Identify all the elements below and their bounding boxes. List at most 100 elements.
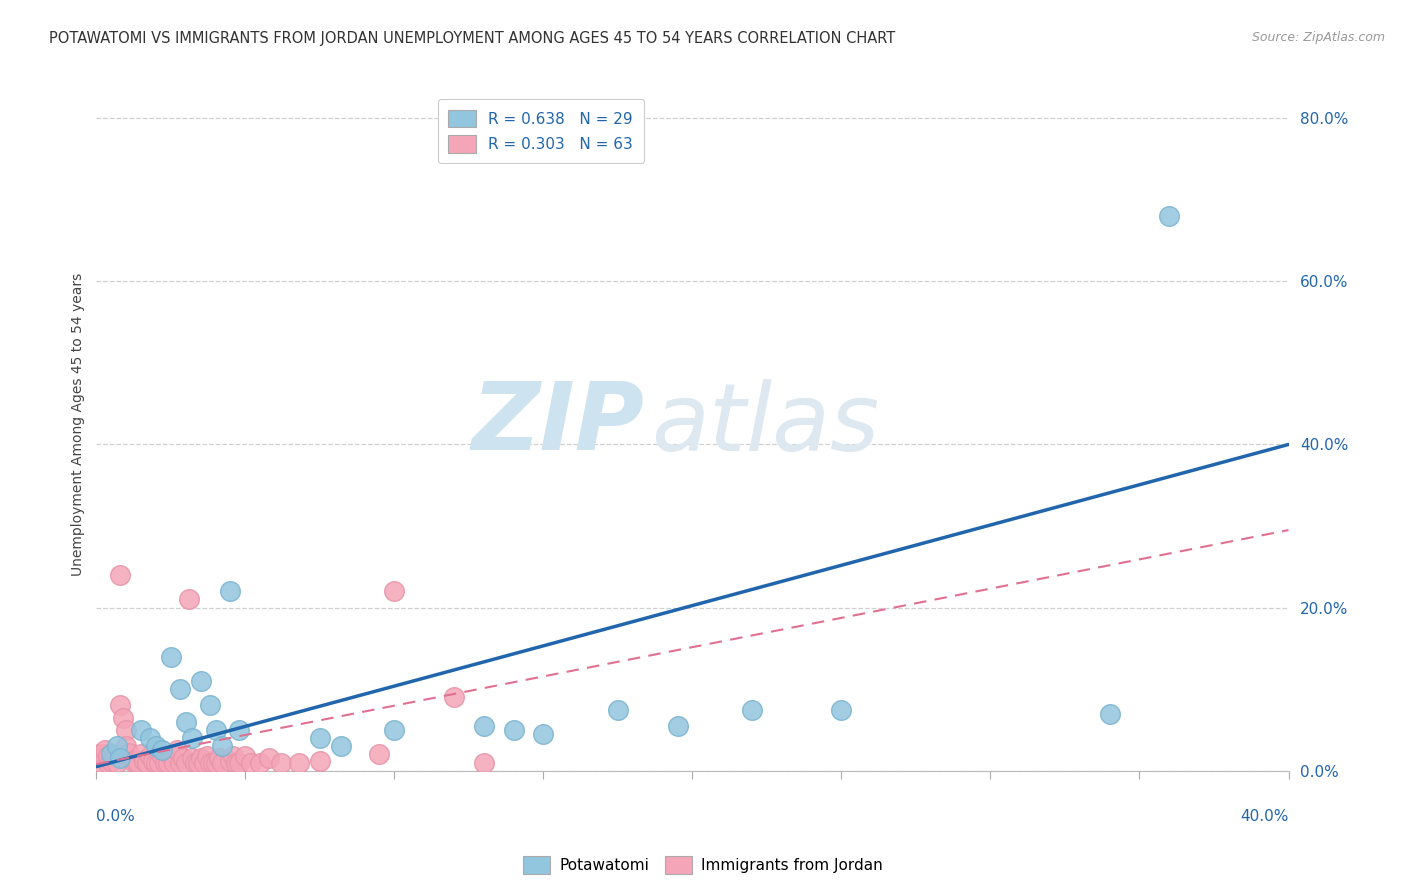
Point <box>150 743 173 757</box>
Point <box>211 739 233 754</box>
Point <box>531 727 554 741</box>
Point <box>139 731 162 745</box>
Point <box>118 746 141 760</box>
Point <box>177 592 200 607</box>
Point <box>288 756 311 770</box>
Legend: Potawatomi, Immigrants from Jordan: Potawatomi, Immigrants from Jordan <box>517 850 889 880</box>
Text: ZIP: ZIP <box>472 378 645 470</box>
Point <box>103 749 125 764</box>
Text: 40.0%: 40.0% <box>1240 809 1288 824</box>
Point <box>153 756 176 770</box>
Point <box>472 719 495 733</box>
Point <box>309 754 332 768</box>
Point <box>257 751 280 765</box>
Point <box>195 749 218 764</box>
Point <box>129 723 152 737</box>
Point <box>127 756 149 770</box>
Point <box>235 749 257 764</box>
Point <box>384 584 406 599</box>
Point <box>180 731 202 745</box>
Point <box>169 756 191 770</box>
Point <box>201 756 224 770</box>
Point <box>172 751 194 765</box>
Legend: R = 0.638   N = 29, R = 0.303   N = 63: R = 0.638 N = 29, R = 0.303 N = 63 <box>437 99 644 163</box>
Point <box>219 754 242 768</box>
Point <box>163 756 186 770</box>
Point <box>741 702 763 716</box>
Y-axis label: Unemployment Among Ages 45 to 54 years: Unemployment Among Ages 45 to 54 years <box>72 272 86 575</box>
Point <box>174 756 197 770</box>
Point <box>472 756 495 770</box>
Point <box>105 756 128 770</box>
Text: Source: ZipAtlas.com: Source: ZipAtlas.com <box>1251 31 1385 45</box>
Point <box>384 723 406 737</box>
Point <box>100 754 122 768</box>
Point <box>94 747 117 762</box>
Point <box>94 751 117 765</box>
Point <box>198 698 221 713</box>
Point <box>108 568 131 582</box>
Point <box>502 723 524 737</box>
Point <box>222 749 245 764</box>
Point <box>166 743 188 757</box>
Point <box>169 682 191 697</box>
Point <box>142 754 165 768</box>
Point <box>100 747 122 762</box>
Point <box>91 756 114 770</box>
Point <box>666 719 689 733</box>
Point <box>94 743 117 757</box>
Point <box>129 747 152 762</box>
Point <box>190 751 212 765</box>
Point <box>108 698 131 713</box>
Point <box>204 723 226 737</box>
Point <box>219 584 242 599</box>
Point <box>150 749 173 764</box>
Point <box>1098 706 1121 721</box>
Text: POTAWATOMI VS IMMIGRANTS FROM JORDAN UNEMPLOYMENT AMONG AGES 45 TO 54 YEARS CORR: POTAWATOMI VS IMMIGRANTS FROM JORDAN UNE… <box>49 31 896 46</box>
Point <box>148 756 170 770</box>
Point <box>443 690 465 705</box>
Point <box>97 756 120 770</box>
Point <box>309 731 332 745</box>
Point <box>89 747 111 762</box>
Point <box>91 751 114 765</box>
Point <box>225 756 247 770</box>
Point <box>115 723 138 737</box>
Point <box>606 702 628 716</box>
Point <box>108 751 131 765</box>
Point <box>124 754 146 768</box>
Point <box>198 756 221 770</box>
Point <box>145 756 167 770</box>
Point <box>139 749 162 764</box>
Text: atlas: atlas <box>651 378 879 469</box>
Point <box>105 739 128 754</box>
Point <box>180 751 202 765</box>
Point <box>329 739 352 754</box>
Point <box>270 756 292 770</box>
Point <box>190 673 212 688</box>
Point <box>1159 209 1181 223</box>
Point <box>211 756 233 770</box>
Point <box>183 756 205 770</box>
Point <box>160 749 183 764</box>
Point <box>160 649 183 664</box>
Point <box>115 739 138 754</box>
Point <box>249 756 271 770</box>
Point <box>174 714 197 729</box>
Point <box>204 756 226 770</box>
Point <box>187 756 209 770</box>
Point <box>240 756 263 770</box>
Point <box>193 756 215 770</box>
Point <box>145 739 167 754</box>
Point <box>132 754 155 768</box>
Point <box>121 754 143 768</box>
Point <box>207 751 229 765</box>
Point <box>368 747 391 762</box>
Point <box>136 756 159 770</box>
Text: 0.0%: 0.0% <box>97 809 135 824</box>
Point <box>112 711 135 725</box>
Point <box>228 756 250 770</box>
Point <box>97 749 120 764</box>
Point <box>156 756 179 770</box>
Point <box>830 702 852 716</box>
